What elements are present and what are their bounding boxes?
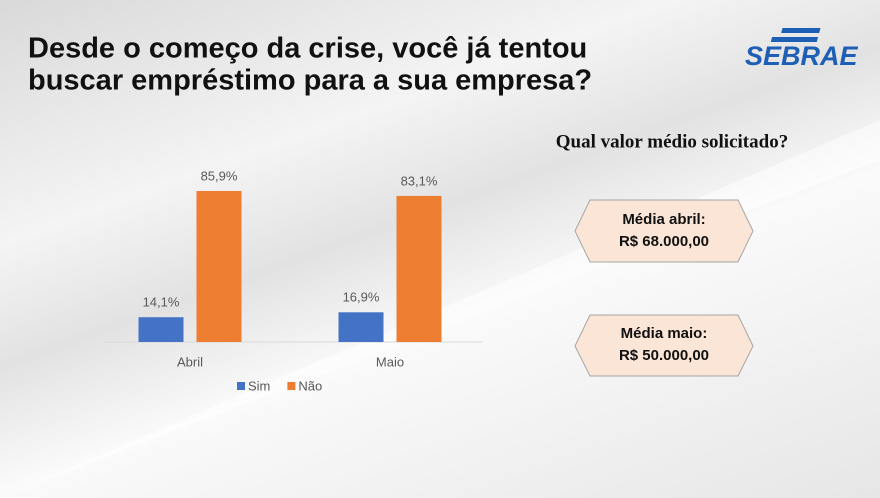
title-line: buscar empréstimo para a sua empresa?	[28, 65, 592, 97]
legend-label: Sim	[248, 378, 270, 393]
box-amount: R$ 68.000,00	[619, 233, 709, 250]
legend-swatch	[237, 382, 245, 390]
info-box: Média abril: R$ 68.000,00	[574, 199, 754, 263]
data-label: 14,1%	[143, 295, 180, 310]
data-label: 83,1%	[401, 173, 438, 188]
logo: SEBRAE	[745, 28, 859, 71]
legend-swatch	[287, 382, 296, 390]
bar	[338, 312, 384, 342]
title-line: Desde o começo da crise, você já tentou	[28, 33, 587, 65]
info-box: Média maio: R$ 50.000,00	[574, 314, 754, 377]
box-amount: R$ 50.000,00	[619, 347, 709, 364]
box-label: Média abril:	[622, 211, 705, 228]
logo-text: SEBRAE	[745, 41, 859, 71]
bar	[196, 191, 242, 342]
x-tick-label: Abril	[177, 354, 203, 369]
data-label: 85,9%	[201, 168, 238, 183]
data-label: 16,9%	[343, 290, 380, 305]
bar	[396, 195, 442, 342]
logo-stripe	[770, 37, 819, 42]
logo-stripe	[781, 28, 821, 33]
question: Qual valor médio solicitado?	[556, 131, 788, 152]
bar	[138, 317, 184, 342]
box-label: Média maio:	[621, 325, 708, 342]
x-tick-label: Maio	[376, 354, 404, 369]
chart: Abril 14,1% 85,9% Maio 16,9% 83,1% Sim Não	[104, 168, 482, 393]
legend-label: Não	[298, 378, 322, 393]
box-shape	[574, 199, 754, 263]
box-shape	[574, 314, 754, 377]
